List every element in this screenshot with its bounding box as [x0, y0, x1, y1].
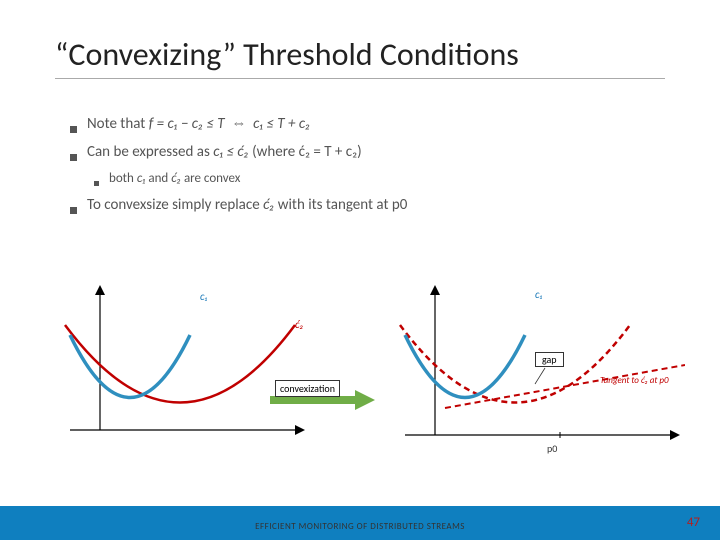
footer-text: EFFICIENT MONITORING OF DISTRIBUTED STRE… [0, 521, 720, 532]
bullet-marker [94, 181, 99, 186]
bullet-1: Note that f = c₁ − c₂ ≤ T ⇔ c₁ ≤ T + c₂ [70, 115, 670, 133]
bullet-4: To convexsize simply replace ć₂ with it… [70, 196, 670, 214]
bullet-4-suffix: with its tangent at p0 [278, 196, 408, 214]
bullet-marker [70, 126, 77, 133]
bullet-3-math2: ć₂ [171, 171, 181, 186]
right-tangent-label: Tangent to ć₂ at p0 [600, 375, 669, 386]
bullet-2-suffix: (where ć₂ = T + c₂) [252, 143, 362, 161]
bullet-list: Note that f = c₁ − c₂ ≤ T ⇔ c₁ ≤ T + c₂ … [70, 115, 670, 224]
bullet-3: both c₁ and ć₂ are convex [94, 171, 670, 186]
left-c1-label: c₁ [200, 290, 207, 303]
bullet-2-math: c₁ ≤ ć₂ [213, 143, 248, 161]
bullet-4-math: ć₂ [263, 196, 274, 214]
left-c2-label: ć₂ [295, 318, 303, 331]
bullet-4-prefix: To convexsize simply replace [87, 196, 263, 214]
p0-label: p0 [547, 442, 557, 455]
gap-pointer [530, 366, 560, 396]
bullet-3-suffix: are convex [184, 171, 241, 186]
bullet-marker [70, 207, 77, 214]
bullet-2-text: Can be expressed as [87, 143, 213, 161]
bullet-2: Can be expressed as c₁ ≤ ć₂ (where ć₂ … [70, 143, 670, 161]
bullet-3-mid: and [148, 171, 171, 186]
bullet-marker [70, 154, 77, 161]
convexization-box: convexization [275, 380, 340, 397]
bullet-3-math: c₁ [137, 171, 146, 186]
slide-title: “Convexizing” Threshold Conditions [55, 35, 665, 79]
gap-box: gap [535, 352, 564, 367]
bullet-3-prefix: both [109, 171, 137, 186]
bullet-1-text: Note that [87, 115, 149, 133]
page-number: 47 [687, 515, 700, 530]
left-chart [60, 280, 310, 445]
bullet-1-math: f = c₁ − c₂ ≤ T ⇔ c₁ ≤ T + c₂ [149, 115, 310, 133]
right-c1-label: c₁ [535, 288, 542, 301]
